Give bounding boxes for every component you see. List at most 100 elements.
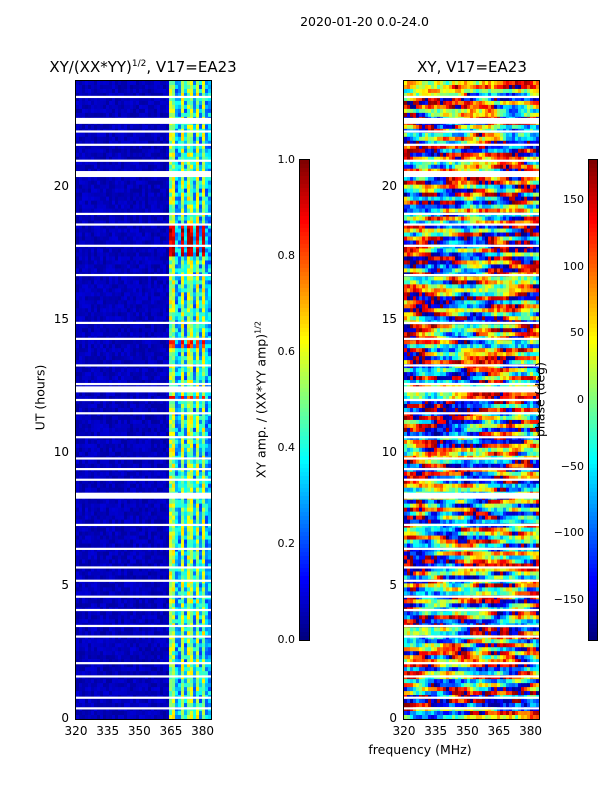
- amp-cell: [100, 368, 104, 373]
- amp-cell: [106, 471, 110, 477]
- amp-cell: [106, 236, 110, 241]
- amp-cell: [94, 144, 98, 150]
- amp-cell: [163, 511, 167, 517]
- amp-cell: [112, 260, 116, 265]
- amp-cell: [109, 403, 113, 409]
- amp-cell: [187, 427, 191, 433]
- amp-cell: [97, 475, 101, 481]
- amp-cell: [133, 81, 137, 86]
- amp-cell: [136, 164, 140, 170]
- amp-cell: [94, 248, 98, 253]
- amp-cell: [175, 256, 179, 261]
- amp-cell: [109, 104, 113, 110]
- amp-cell: [106, 260, 110, 265]
- amp-cell: [160, 423, 164, 429]
- amp-cell: [205, 328, 209, 333]
- amp-cell: [139, 423, 143, 429]
- amp-cell: [142, 240, 146, 245]
- amp-cell: [145, 515, 149, 521]
- amp-cell: [142, 108, 146, 114]
- amp-cell: [154, 92, 158, 98]
- amp-cell: [190, 344, 194, 349]
- amp-cell: [106, 396, 110, 401]
- amp-cell: [172, 148, 176, 154]
- amp-cell: [88, 288, 92, 293]
- amp-cell: [187, 507, 191, 513]
- amp-cell: [124, 348, 128, 353]
- amp-cell: [133, 292, 137, 297]
- amp-cell: [148, 324, 152, 329]
- amp-cell: [205, 324, 209, 329]
- amp-cell: [196, 204, 200, 209]
- amp-cell: [151, 519, 155, 525]
- amp-cell: [142, 507, 146, 513]
- amp-cell: [142, 376, 146, 381]
- amp-cell: [154, 324, 158, 329]
- amp-cell: [163, 228, 167, 233]
- amp-cell: [187, 384, 191, 389]
- amp-cell: [166, 348, 170, 353]
- amp-cell: [193, 511, 197, 517]
- amp-cell: [178, 296, 182, 301]
- amp-cell: [97, 200, 101, 206]
- amp-cell: [115, 216, 119, 221]
- amp-cell: [100, 248, 104, 253]
- amp-cell: [82, 400, 86, 405]
- amp-cell: [157, 188, 161, 194]
- amp-cell: [166, 324, 170, 329]
- amp-cell: [148, 340, 152, 345]
- amp-cell: [175, 284, 179, 289]
- amp-cell: [133, 407, 137, 413]
- amp-cell: [121, 112, 125, 118]
- amp-cell: [193, 184, 197, 190]
- amp-cell: [187, 108, 191, 114]
- amp-cell: [163, 451, 167, 457]
- amp-cell: [85, 268, 89, 273]
- amp-cell: [85, 188, 89, 194]
- amp-cell: [109, 140, 113, 146]
- amp-cell: [151, 427, 155, 433]
- amp-cell: [79, 200, 83, 206]
- amp-cell: [208, 148, 211, 154]
- amp-cell: [175, 356, 179, 361]
- amp-cell: [187, 240, 191, 245]
- amp-cell: [130, 415, 134, 421]
- amp-cell: [100, 92, 104, 98]
- amp-cell: [121, 108, 125, 114]
- amp-cell: [79, 503, 83, 509]
- amp-cell: [133, 328, 137, 333]
- amp-cell: [88, 308, 92, 313]
- amp-cell: [139, 176, 143, 182]
- amp-cell: [118, 312, 122, 317]
- amp-cell: [148, 248, 152, 253]
- amp-cell: [154, 475, 158, 481]
- amp-cell: [82, 204, 86, 209]
- amp-cell: [148, 415, 152, 421]
- amp-cell: [166, 216, 170, 221]
- amp-cell: [196, 136, 200, 142]
- amp-cell: [193, 427, 197, 433]
- amp-cell: [163, 344, 167, 349]
- amp-cell: [91, 108, 95, 114]
- amp-cell: [205, 419, 209, 425]
- amp-cell: [160, 164, 164, 170]
- amp-cell: [94, 81, 98, 86]
- amp-cell: [124, 400, 128, 405]
- amp-cell: [172, 284, 176, 289]
- amp-cell: [148, 96, 152, 102]
- amp-cell: [148, 515, 152, 521]
- amp-cell: [79, 264, 83, 269]
- amp-cell: [208, 427, 211, 433]
- amp-cell: [109, 308, 113, 313]
- amp-cell: [178, 487, 182, 493]
- amp-cell: [88, 196, 92, 202]
- amp-cell: [136, 348, 140, 353]
- amp-cell: [103, 447, 107, 453]
- amp-cell: [124, 308, 128, 313]
- amp-cell: [166, 344, 170, 349]
- amp-cell: [109, 176, 113, 182]
- amp-cell: [145, 400, 149, 405]
- amp-cell: [127, 447, 131, 453]
- amp-cell: [127, 443, 131, 449]
- amp-cell: [124, 324, 128, 329]
